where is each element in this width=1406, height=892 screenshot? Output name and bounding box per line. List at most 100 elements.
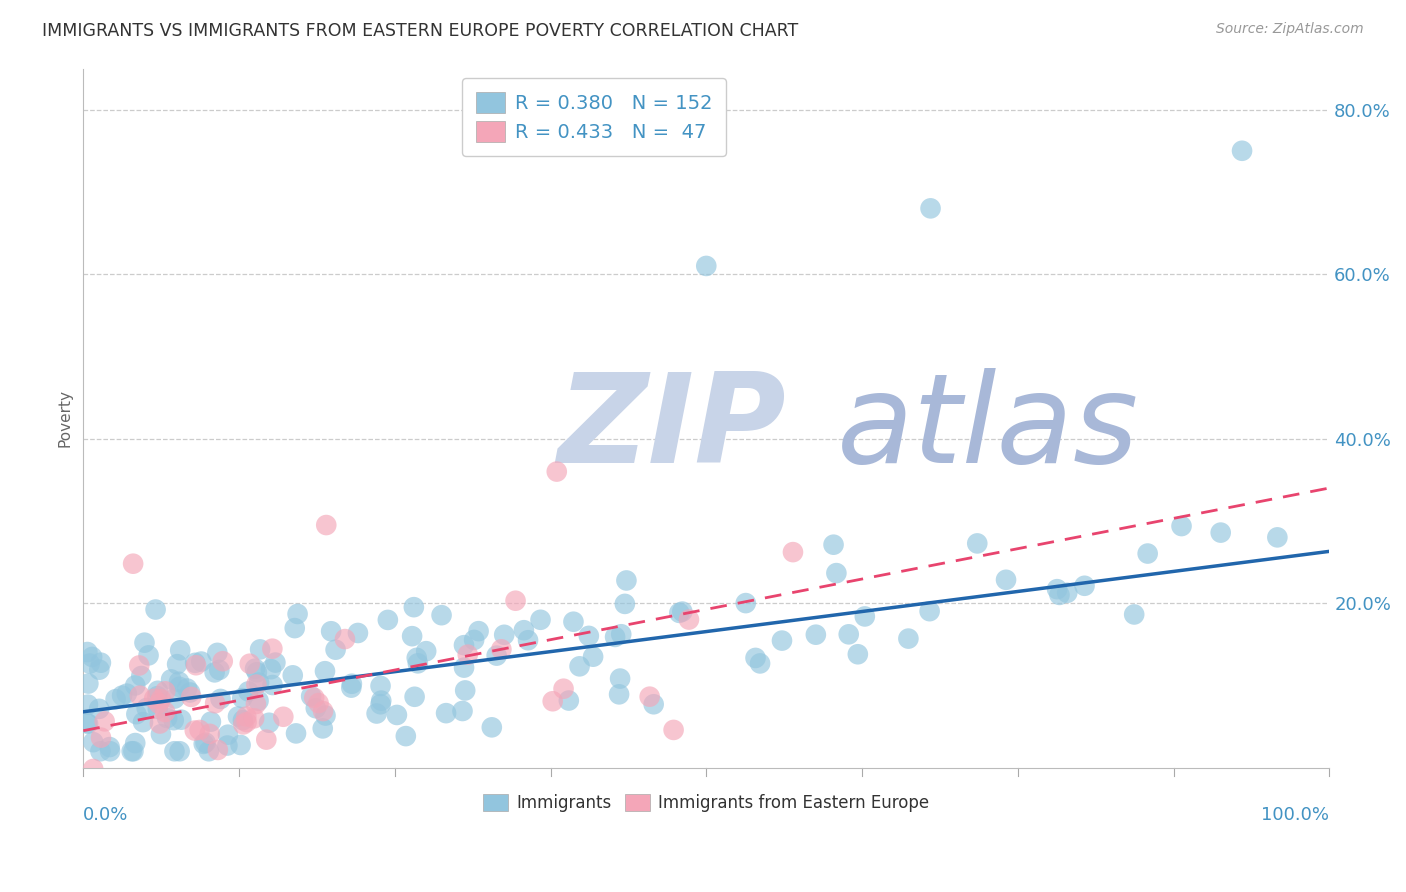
Point: [406, 657, 429, 671]
Point: [90, 731, 112, 745]
Point: [273, 710, 295, 724]
Point: [695, 259, 717, 273]
Point: [194, 736, 217, 750]
Point: [128, 658, 150, 673]
Point: [734, 596, 756, 610]
Point: [297, 802, 319, 816]
Point: [312, 704, 335, 718]
Point: [125, 707, 148, 722]
Point: [76, 716, 98, 731]
Point: [149, 716, 172, 731]
Point: [190, 655, 212, 669]
Point: [308, 696, 330, 710]
Point: [98, 740, 121, 755]
Point: [184, 723, 207, 738]
Point: [115, 687, 138, 701]
Point: [1056, 586, 1078, 600]
Point: [207, 743, 229, 757]
Point: [246, 665, 269, 680]
Point: [93, 714, 115, 729]
Point: [853, 609, 876, 624]
Point: [77, 676, 100, 690]
Text: 0.0%: 0.0%: [83, 806, 129, 824]
Point: [825, 566, 848, 580]
Point: [385, 708, 408, 723]
Point: [211, 654, 233, 668]
Point: [377, 613, 399, 627]
Point: [82, 735, 104, 749]
Point: [582, 649, 605, 664]
Point: [402, 600, 425, 615]
Point: [167, 674, 190, 689]
Point: [149, 727, 172, 741]
Point: [395, 729, 418, 743]
Point: [132, 715, 155, 730]
Point: [163, 713, 186, 727]
Point: [325, 642, 347, 657]
Point: [284, 621, 307, 635]
Point: [179, 685, 201, 699]
Point: [143, 691, 166, 706]
Point: [146, 702, 169, 716]
Point: [90, 656, 112, 670]
Point: [249, 642, 271, 657]
Point: [782, 545, 804, 559]
Text: Source: ZipAtlas.com: Source: ZipAtlas.com: [1216, 22, 1364, 37]
Point: [558, 693, 581, 707]
Point: [995, 573, 1018, 587]
Point: [176, 681, 198, 696]
Point: [1170, 519, 1192, 533]
Point: [1230, 144, 1253, 158]
Point: [1136, 547, 1159, 561]
Point: [198, 744, 221, 758]
Point: [146, 689, 169, 703]
Point: [180, 690, 202, 704]
Point: [562, 615, 585, 629]
Point: [163, 744, 186, 758]
Point: [513, 624, 536, 638]
Point: [287, 607, 309, 621]
Point: [89, 744, 111, 758]
Y-axis label: Poverty: Poverty: [58, 389, 72, 447]
Point: [578, 629, 600, 643]
Point: [485, 648, 508, 663]
Point: [204, 665, 226, 680]
Point: [124, 678, 146, 692]
Text: 100.0%: 100.0%: [1261, 806, 1329, 824]
Point: [138, 648, 160, 663]
Legend: Immigrants, Immigrants from Eastern Europe: Immigrants, Immigrants from Eastern Euro…: [472, 784, 939, 822]
Point: [370, 679, 392, 693]
Point: [169, 680, 191, 694]
Point: [404, 690, 426, 704]
Point: [340, 681, 363, 695]
Point: [671, 605, 693, 619]
Text: ZIP: ZIP: [557, 368, 786, 489]
Point: [347, 626, 370, 640]
Point: [370, 693, 392, 707]
Point: [188, 781, 211, 796]
Point: [315, 708, 337, 723]
Point: [1267, 530, 1289, 544]
Point: [134, 635, 156, 649]
Point: [897, 632, 920, 646]
Point: [89, 702, 111, 716]
Point: [247, 675, 270, 690]
Point: [111, 689, 134, 703]
Point: [305, 701, 328, 715]
Point: [260, 662, 283, 676]
Point: [184, 658, 207, 673]
Point: [231, 691, 253, 706]
Point: [1123, 607, 1146, 622]
Point: [823, 538, 845, 552]
Point: [613, 597, 636, 611]
Point: [207, 646, 229, 660]
Point: [405, 651, 427, 665]
Point: [517, 633, 540, 648]
Point: [135, 701, 157, 715]
Point: [257, 715, 280, 730]
Point: [529, 613, 551, 627]
Point: [453, 638, 475, 652]
Point: [243, 662, 266, 676]
Point: [122, 744, 145, 758]
Point: [170, 713, 193, 727]
